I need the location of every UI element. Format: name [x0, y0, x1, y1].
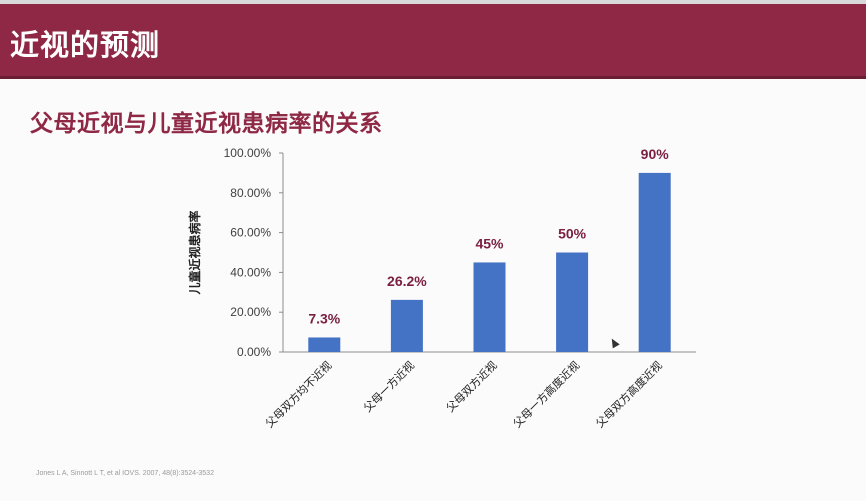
y-tick-label: 40.00% [230, 265, 271, 279]
y-tick-labels: 0.00% 20.00% 40.00% 60.00% 80.00% 100.00% [224, 146, 283, 359]
bar [638, 172, 671, 352]
category-label: 父母双方高度近视 [593, 358, 665, 430]
y-tick-label: 20.00% [230, 305, 271, 319]
slide-subtitle: 父母近视与儿童近视患病率的关系 [30, 111, 383, 137]
top-strip [0, 0, 866, 4]
slide-title: 近视的预测 [10, 28, 161, 62]
y-tick-label: 80.00% [230, 186, 271, 200]
y-tick-label: 60.00% [230, 226, 271, 240]
bar [308, 337, 341, 352]
y-tick-label: 0.00% [237, 345, 271, 359]
chart-bars [308, 172, 671, 352]
data-label: 50% [558, 226, 587, 242]
data-labels: 7.3% 26.2% 45% 50% 90% [308, 146, 669, 327]
citation-text: Jones L A, Sinnott L T, et al IOVS. 2007… [36, 470, 214, 477]
data-label: 90% [641, 146, 670, 162]
data-label: 26.2% [387, 273, 427, 289]
bar [556, 252, 589, 352]
data-label: 45% [475, 235, 504, 251]
category-labels: 父母双方均不近视 父母一方近视 父母双方近视 父母一方高度近视 父母双方高度近视 [262, 358, 665, 430]
category-label: 父母一方近视 [360, 358, 417, 415]
slide-body [0, 79, 866, 501]
y-axis-label: 儿童近视患病率 [187, 210, 202, 295]
y-tick-label: 100.00% [224, 146, 272, 160]
category-label: 父母双方均不近视 [262, 358, 334, 430]
data-label: 7.3% [308, 310, 340, 326]
header-divider [0, 76, 866, 79]
category-label: 父母双方近视 [443, 358, 500, 415]
header-bar: 近视的预测 [0, 4, 866, 76]
bar [473, 262, 506, 352]
category-label: 父母一方高度近视 [510, 358, 582, 430]
bar [390, 299, 423, 352]
